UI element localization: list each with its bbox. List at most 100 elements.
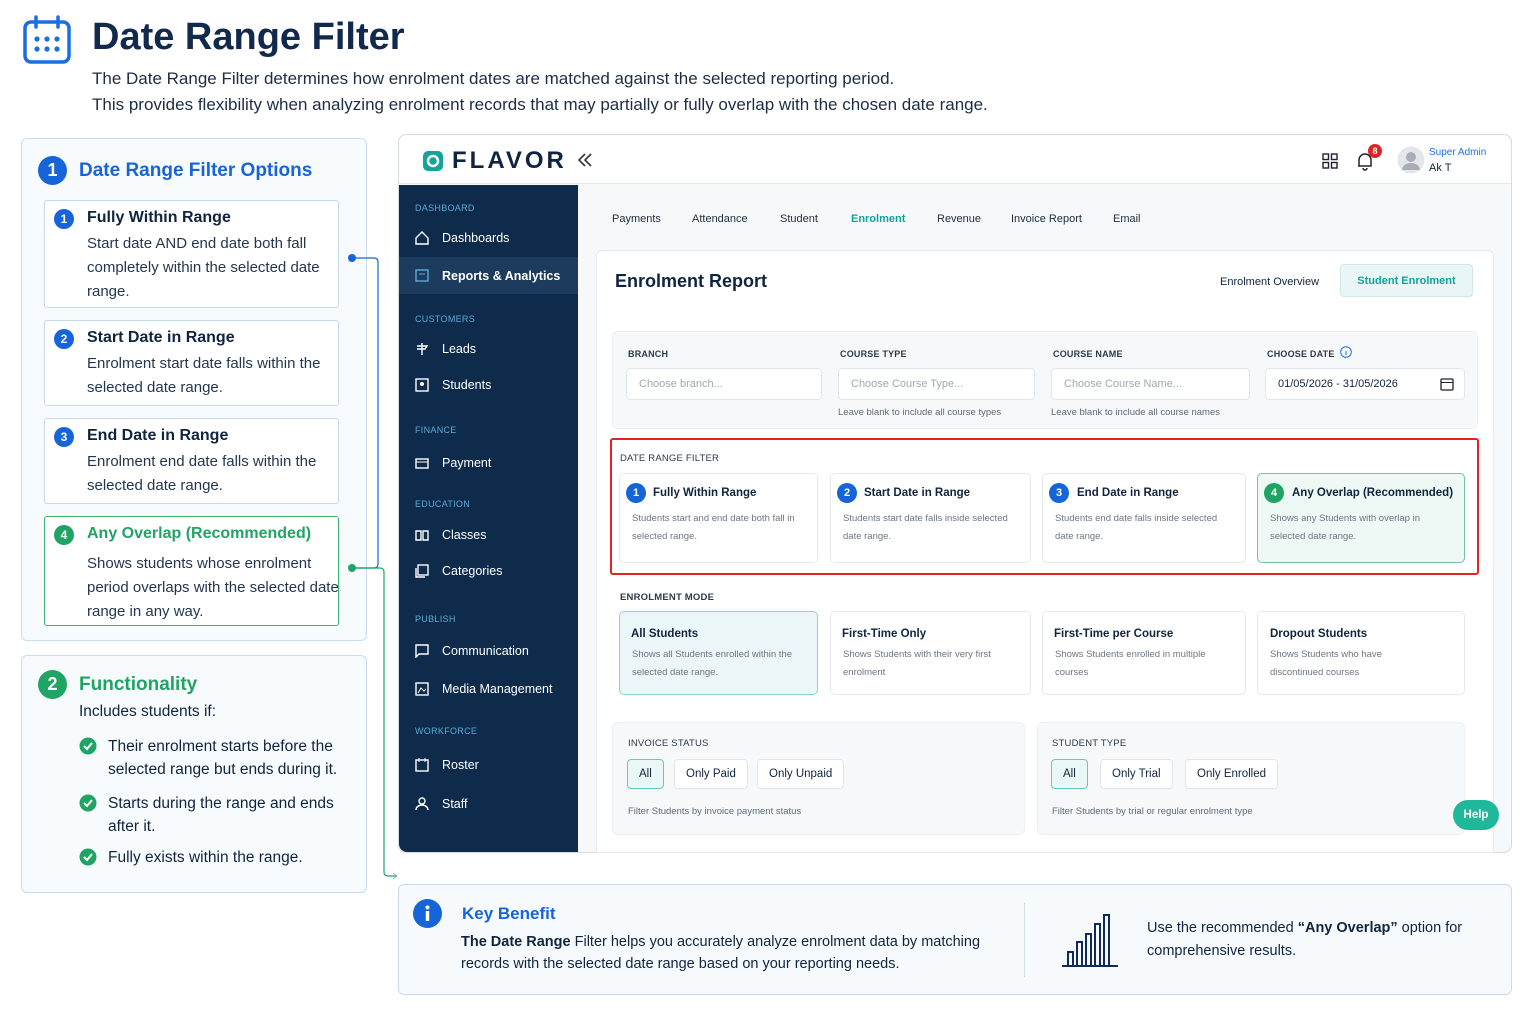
option-description: Enrolment end date falls within the sele… bbox=[87, 453, 317, 494]
tab[interactable]: Email bbox=[1113, 213, 1141, 225]
graphic bbox=[415, 378, 429, 392]
mode-card[interactable]: First-Time Only Shows Students with thei… bbox=[830, 611, 1031, 695]
filter-chip-active[interactable]: All bbox=[1051, 759, 1088, 789]
sidebar-label: Communication bbox=[442, 644, 529, 658]
graphic bbox=[1402, 163, 1420, 170]
description-line: This provides flexibility when analyzing… bbox=[92, 95, 988, 114]
mode-card[interactable]: Dropout Students Shows Students who have… bbox=[1257, 611, 1465, 695]
option-item: 2 Start Date in Range Enrolment start da… bbox=[44, 320, 339, 406]
filter-chip[interactable]: Only Trial bbox=[1100, 759, 1173, 789]
card-title: Fully Within Range bbox=[653, 487, 757, 499]
sidebar-item[interactable]: Staff bbox=[399, 786, 578, 822]
graphic bbox=[83, 799, 93, 808]
graphic bbox=[425, 911, 430, 921]
filter-input[interactable]: Choose branch... bbox=[626, 368, 822, 400]
apps-icon[interactable] bbox=[1322, 153, 1338, 169]
key-benefit-title: Key Benefit bbox=[462, 904, 556, 923]
graphic bbox=[392, 872, 398, 880]
view-toggle[interactable]: Enrolment Overview bbox=[1220, 276, 1320, 288]
date-range-card[interactable]: 2 Start Date in Range Students start dat… bbox=[830, 473, 1031, 563]
graphic bbox=[1067, 951, 1074, 966]
filter-input[interactable]: Choose Course Name... bbox=[1051, 368, 1250, 400]
tab[interactable]: Student bbox=[780, 213, 818, 225]
graphic bbox=[415, 231, 429, 245]
graphic bbox=[417, 343, 429, 355]
sidebar bbox=[399, 185, 578, 852]
filter-chip-active[interactable]: All bbox=[627, 759, 664, 789]
filter-label: BRANCH bbox=[628, 349, 669, 359]
filter-chip[interactable]: Only Paid bbox=[674, 759, 748, 789]
mode-card-selected[interactable]: All Students Shows all Students enrolled… bbox=[619, 611, 818, 695]
help-button[interactable]: Help bbox=[1453, 800, 1499, 830]
graphic bbox=[1340, 346, 1352, 358]
option-number: 1 bbox=[54, 209, 74, 229]
notification-badge: 8 bbox=[1368, 144, 1382, 158]
sidebar-item[interactable]: Classes bbox=[399, 517, 578, 553]
date-range-card-selected[interactable]: 4 Any Overlap (Recommended) Shows any St… bbox=[1257, 473, 1465, 563]
user-role: Super Admin bbox=[1429, 147, 1487, 158]
info-icon bbox=[1340, 346, 1352, 358]
tab[interactable]: Attendance bbox=[692, 213, 748, 225]
graphic bbox=[79, 737, 97, 866]
date-range-card[interactable]: 3 End Date in Range Students end date fa… bbox=[1042, 473, 1246, 563]
tab-active[interactable]: Enrolment bbox=[851, 213, 906, 225]
date-input[interactable]: 01/05/2026 - 31/05/2026 bbox=[1265, 368, 1465, 400]
mode-card[interactable]: First-Time per Course Shows Students enr… bbox=[1042, 611, 1246, 695]
key-benefit-text: The Date Range Filter helps you accurate… bbox=[461, 931, 1006, 975]
sidebar-item[interactable]: Categories bbox=[399, 553, 578, 589]
card-title: Dropout Students bbox=[1270, 628, 1368, 640]
calendar-button[interactable] bbox=[1440, 377, 1454, 391]
graphic bbox=[1103, 914, 1110, 966]
graphic bbox=[415, 644, 429, 658]
graphic bbox=[415, 568, 425, 578]
card-title: First-Time per Course bbox=[1054, 628, 1174, 640]
filter-hint: Filter Students by trial or regular enro… bbox=[1052, 806, 1253, 817]
bold-text: The Date Range bbox=[461, 934, 571, 950]
sidebar-heading: WORKFORCE bbox=[415, 726, 478, 736]
sidebar-item[interactable]: Payment bbox=[399, 445, 578, 481]
sidebar-item[interactable]: Students bbox=[399, 367, 578, 403]
sidebar-item[interactable]: Media Management bbox=[399, 671, 578, 707]
sidebar-item[interactable]: Leads bbox=[399, 331, 578, 367]
filter-input[interactable]: Choose Course Type... bbox=[838, 368, 1035, 400]
graphic bbox=[1322, 161, 1330, 169]
option-item: 3 End Date in Range Enrolment end date f… bbox=[44, 418, 339, 504]
card-description: Students end date falls inside selected … bbox=[1055, 513, 1218, 542]
chart-icon bbox=[1062, 914, 1118, 967]
graphic bbox=[83, 742, 93, 751]
functionality-item: Starts during the range and ends after i… bbox=[108, 795, 334, 835]
sidebar-heading: CUSTOMERS bbox=[415, 314, 476, 324]
panel-number: 1 bbox=[38, 156, 67, 185]
graphic bbox=[417, 343, 429, 355]
tab[interactable]: Payments bbox=[612, 213, 661, 225]
date-range-card[interactable]: 1 Fully Within Range Students start and … bbox=[619, 473, 818, 563]
graphic bbox=[1330, 153, 1338, 161]
graphic bbox=[415, 530, 429, 541]
connector-lines bbox=[348, 254, 398, 880]
tab[interactable]: Invoice Report bbox=[1011, 213, 1082, 225]
filter-chip[interactable]: Only Enrolled bbox=[1185, 759, 1279, 789]
brand-name: FLAVOR bbox=[452, 147, 567, 174]
tab[interactable]: Revenue bbox=[937, 213, 982, 225]
sidebar-item[interactable]: Communication bbox=[399, 633, 578, 669]
graphic bbox=[1358, 153, 1372, 171]
sidebar-item[interactable]: Reports & Analytics bbox=[399, 257, 578, 294]
bell-icon[interactable] bbox=[1355, 151, 1375, 171]
user-name: Ak T bbox=[1429, 162, 1452, 174]
avatar[interactable] bbox=[1397, 146, 1425, 174]
graphic bbox=[83, 742, 93, 862]
graphic bbox=[34, 46, 40, 52]
filter-chip[interactable]: Only Unpaid bbox=[757, 759, 845, 789]
graphic bbox=[1322, 153, 1338, 169]
view-toggle-active[interactable]: Student Enrolment bbox=[1340, 264, 1473, 297]
collapse-button[interactable] bbox=[576, 153, 594, 167]
card-title: End Date in Range bbox=[1077, 487, 1179, 499]
option-description: Shows students whose enrolment period ov… bbox=[87, 555, 339, 620]
card-number: 3 bbox=[1049, 483, 1069, 503]
graphic bbox=[417, 687, 427, 694]
option-number: 2 bbox=[54, 329, 74, 349]
card-description: Students start and end date both fall in… bbox=[632, 513, 795, 542]
sidebar-item[interactable]: Dashboards bbox=[399, 220, 578, 256]
sidebar-item[interactable]: Roster bbox=[399, 747, 578, 783]
graphic bbox=[415, 269, 429, 282]
